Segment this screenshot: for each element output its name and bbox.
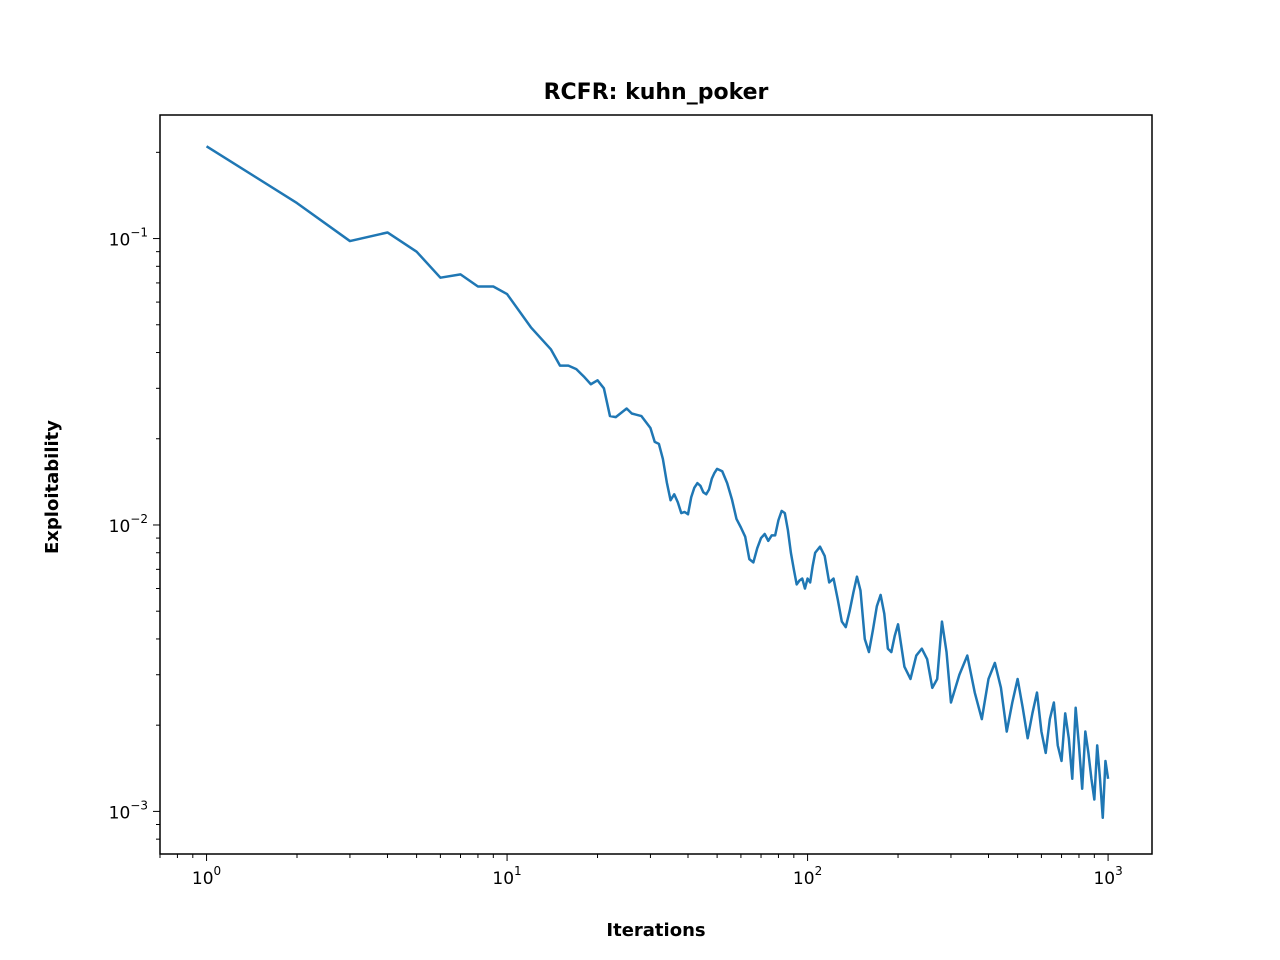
x-tick-label: 101 (492, 864, 521, 889)
x-axis-ticks: 100 101 102 103 (159, 854, 1123, 889)
chart-title: RCFR: kuhn_poker (544, 80, 769, 105)
y-axis-label: Exploitability (42, 420, 63, 554)
x-tick-label: 103 (1093, 864, 1122, 889)
y-tick-label: 10−1 (109, 226, 148, 251)
plot-frame (159, 114, 1153, 855)
y-tick-label: 10−3 (109, 798, 148, 823)
y-tick-label: 10−2 (109, 512, 148, 537)
y-axis-ticks: 10−3 10−2 10−1 (109, 151, 160, 840)
x-tick-label: 102 (793, 864, 822, 889)
x-tick-label: 100 (192, 864, 221, 889)
x-axis-label: Iterations (606, 920, 705, 941)
exploitability-line (205, 145, 1110, 820)
